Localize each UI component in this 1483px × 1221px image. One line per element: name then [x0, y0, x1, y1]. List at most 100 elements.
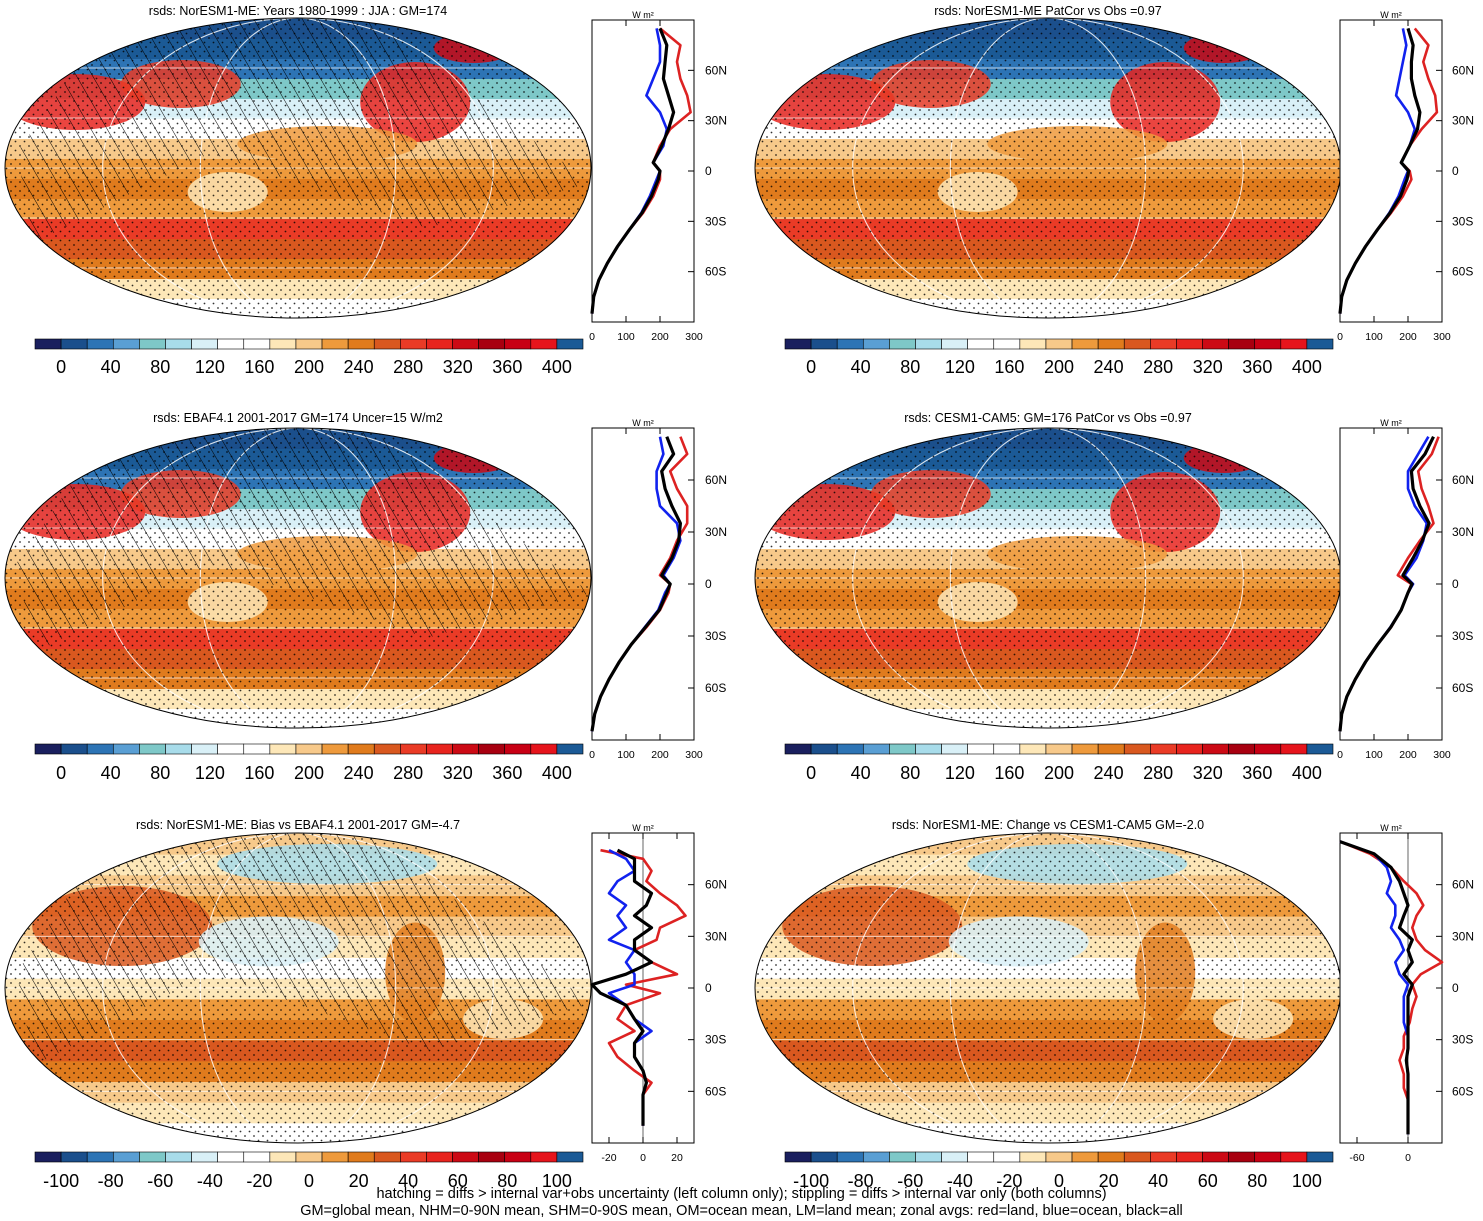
- zonal-lat-label: 30N: [1452, 929, 1474, 943]
- colorbar-label: 120: [945, 357, 975, 377]
- colorbar-box: [889, 743, 916, 755]
- colorbar-box: [60, 1151, 88, 1163]
- colorbar-label: 280: [393, 357, 423, 377]
- colorbar-box: [1176, 338, 1203, 350]
- colorbar-box: [139, 1151, 166, 1163]
- colorbar-box: [1228, 743, 1256, 755]
- zonal-xtick-label: 100: [1365, 749, 1383, 761]
- zonal-lat-label: 60S: [705, 681, 726, 695]
- colorbar-box: [400, 1151, 427, 1163]
- hatching: [16, 833, 591, 1066]
- colorbar-box: [321, 338, 349, 350]
- colorbar-box: [191, 338, 218, 350]
- colorbar-box: [1150, 1151, 1177, 1163]
- zonal-xtick-label: 0: [1337, 749, 1343, 761]
- colorbar-box: [60, 338, 88, 350]
- colorbar-label: -60: [147, 1171, 173, 1191]
- panel-3: rsds: EBAF4.1 2001-2017 GM=174 Uncer=15 …: [4, 411, 727, 783]
- colorbar: 0 40 80 120 160 200 240 280 320 360 400: [34, 338, 584, 377]
- colorbar-label: 160: [994, 763, 1024, 783]
- colorbar-label: 280: [1143, 763, 1173, 783]
- colorbar: -100 -80 -60 -40 -20 0 20 40 60 80 100: [34, 1151, 584, 1191]
- colorbar: -100 -80 -60 -40 -20 0 20 40 60 80 100: [784, 1151, 1334, 1191]
- map: [755, 428, 1341, 728]
- colorbar-box: [1071, 338, 1099, 350]
- colorbar-box: [1097, 1151, 1125, 1163]
- colorbar-label: 0: [304, 1171, 314, 1191]
- colorbar-box: [556, 338, 584, 350]
- panel-title: rsds: NorESM1-ME: Bias vs EBAF4.1 2001-2…: [136, 818, 460, 832]
- colorbar-label: 80: [150, 763, 170, 783]
- colorbar-label: 400: [542, 763, 572, 783]
- colorbar-box: [1280, 743, 1308, 755]
- map: [5, 428, 591, 728]
- colorbar-box: [478, 1151, 506, 1163]
- colorbar-label: 320: [1193, 357, 1223, 377]
- colorbar-box: [269, 1151, 297, 1163]
- colorbar-label: 0: [806, 763, 816, 783]
- colorbar-box: [452, 1151, 479, 1163]
- stippling: [755, 833, 1341, 1143]
- colorbar-box: [165, 743, 192, 755]
- colorbar-box: [1123, 1151, 1151, 1163]
- colorbar-box: [993, 743, 1021, 755]
- colorbar-label: 200: [294, 357, 324, 377]
- panel-title: rsds: NorESM1-ME: Change vs CESM1-CAM5 G…: [892, 818, 1204, 832]
- colorbar-box: [452, 338, 479, 350]
- colorbar-box: [295, 743, 323, 755]
- zonal-unit: W m²: [1380, 823, 1402, 833]
- colorbar-label: 240: [344, 357, 374, 377]
- colorbar-label: 200: [1044, 763, 1074, 783]
- hatching: [16, 428, 591, 653]
- colorbar-box: [1071, 743, 1099, 755]
- colorbar-box: [478, 743, 506, 755]
- colorbar-label: 100: [1292, 1171, 1322, 1191]
- zonal-lat-label: 60S: [1452, 265, 1473, 279]
- colorbar-box: [452, 743, 479, 755]
- colorbar-box: [243, 743, 271, 755]
- panel-5: rsds: NorESM1-ME: Bias vs EBAF4.1 2001-2…: [4, 818, 727, 1191]
- colorbar-box: [530, 1151, 558, 1163]
- colorbar-box: [34, 743, 62, 755]
- colorbar-label: 120: [195, 763, 225, 783]
- colorbar-box: [373, 338, 401, 350]
- colorbar-box: [243, 1151, 271, 1163]
- hatching: [16, 18, 591, 243]
- colorbar-box: [504, 1151, 532, 1163]
- panel-title: rsds: CESM1-CAM5: GM=176 PatCor vs Obs =…: [904, 411, 1192, 425]
- colorbar-box: [967, 338, 995, 350]
- colorbar-box: [810, 743, 838, 755]
- zonal-xtick-label: 200: [651, 749, 669, 761]
- colorbar-label: 400: [1292, 763, 1322, 783]
- colorbar-box: [836, 338, 864, 350]
- zonal-series-land: [600, 848, 687, 1126]
- zonal-frame: [591, 427, 695, 741]
- zonal-xtick-label: 100: [617, 749, 635, 761]
- zonal-plot: W m² 0 100 200 300 60N 30N 0 30S 60S: [1337, 418, 1474, 761]
- colorbar-label: 80: [900, 763, 920, 783]
- panel-title: rsds: EBAF4.1 2001-2017 GM=174 Uncer=15 …: [153, 411, 443, 425]
- colorbar-label: 0: [56, 357, 66, 377]
- zonal-lat-label: 30N: [705, 929, 727, 943]
- colorbar-box: [1150, 743, 1177, 755]
- colorbar-box: [915, 743, 942, 755]
- zonal-lat-label: 0: [1452, 981, 1459, 995]
- zonal-lat-label: 30N: [1452, 114, 1474, 128]
- map: [5, 833, 591, 1143]
- colorbar-label: 320: [1193, 763, 1223, 783]
- colorbar-label: -60: [897, 1171, 923, 1191]
- zonal-lat-label: 60S: [1452, 681, 1473, 695]
- colorbar-box: [1045, 743, 1073, 755]
- colorbar-box: [967, 743, 995, 755]
- colorbar-box: [836, 1151, 864, 1163]
- footer-line-2: GM=global mean, NHM=0-90N mean, SHM=0-90…: [300, 1203, 1183, 1219]
- colorbar-label: 40: [1148, 1171, 1168, 1191]
- colorbar-box: [810, 1151, 838, 1163]
- colorbar-label: -20: [246, 1171, 272, 1191]
- colorbar-box: [373, 1151, 401, 1163]
- colorbar-box: [269, 338, 297, 350]
- zonal-lat-label: 30S: [1452, 214, 1473, 228]
- colorbar-label: -40: [197, 1171, 223, 1191]
- zonal-frame: [591, 19, 695, 323]
- map-border: [4, 17, 592, 319]
